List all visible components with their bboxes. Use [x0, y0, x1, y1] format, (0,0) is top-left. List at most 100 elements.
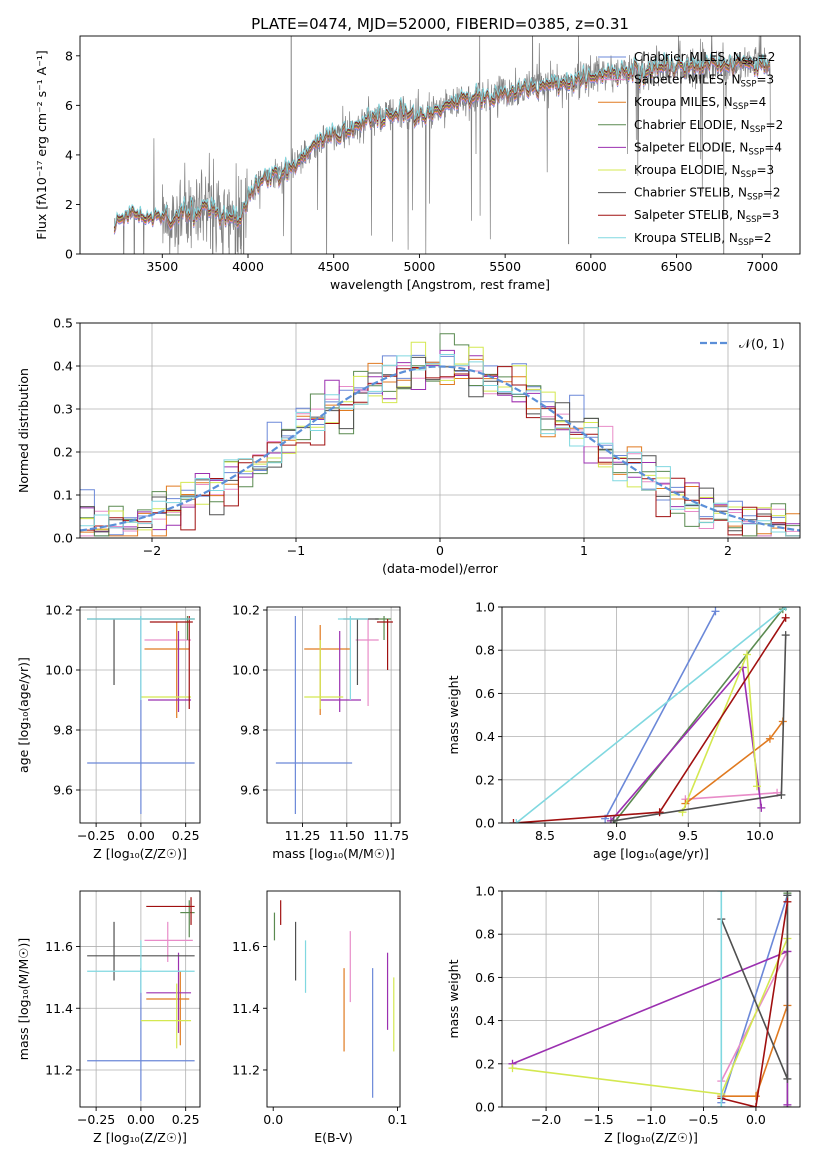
- y-tick-label: 1.0: [475, 600, 495, 615]
- plot-area-spectrum: [113, 36, 771, 254]
- plot-area-residuals: [80, 333, 800, 537]
- y-tick-label: 0.8: [475, 927, 495, 942]
- x-axis-label: Z [log₁₀(Z/Z☉)]: [604, 1130, 698, 1145]
- y-tick-label: 11.2: [45, 1062, 73, 1077]
- weight-marker-chabrier_stelib: [781, 631, 790, 640]
- y-tick-label: 11.4: [232, 1001, 260, 1016]
- axes-residuals: −2 −1 0 1 2 0.0 0.1 0.2 0.3 0.4 0.5 (data-model)/er…: [16, 316, 801, 576]
- frame-mass_vs_ebv: 0.0 0.1 11.2 11.4 11.6 E(B-V): [232, 890, 408, 1145]
- spectrum-model-line-kroupa_stelib: [113, 52, 770, 227]
- y-tick-label: 6: [65, 98, 73, 113]
- chart-title: PLATE=0474, MJD=52000, FIBERID=0385, z=0…: [251, 15, 629, 33]
- weight-line-kroupa_elodie: [512, 938, 789, 1095]
- weight-marker-kroupa_stelib: [717, 891, 726, 895]
- y-tick-label: 1.0: [475, 884, 495, 899]
- y-axis-label: age [log₁₀(age/yr)]: [16, 657, 31, 773]
- x-tick-label: 0.25: [172, 828, 200, 843]
- axes-frame: [266, 606, 401, 824]
- weight-marker-chabrier_stelib: [609, 816, 618, 823]
- weight-marker-salpeter_stelib: [509, 819, 518, 823]
- x-tick-label: −1.0: [636, 1112, 666, 1127]
- spectrum-legend: Chabrier MILES, NSSP=2 Salpeter MILES, NS…: [598, 50, 783, 248]
- histogram-kroupa_stelib: [80, 354, 800, 537]
- frame-mass_vs_Z: −0.25 0.00 0.25 11.2 11.4 11.6 Z [log₁₀(Z/Z☉)]…: [16, 890, 201, 1145]
- weight-marker-kroupa_elodie: [753, 782, 762, 791]
- x-tick-label: 10.0: [746, 828, 774, 843]
- x-axis-label: Z [log₁₀(Z/Z☉)]: [93, 846, 187, 861]
- plot-area-age_vs_Z: [87, 616, 195, 814]
- legend-label: Kroupa MILES, NSSP=4: [634, 95, 766, 112]
- y-tick-label: 0.1: [53, 488, 73, 503]
- axes-frame: [79, 606, 201, 824]
- x-axis-label: wavelength [Angstrom, rest frame]: [330, 277, 550, 292]
- x-tick-label: 1: [580, 543, 588, 558]
- weight-line-chabrier_stelib: [720, 895, 789, 1080]
- y-axis-label: Flux [fλ10⁻¹⁷ erg cm⁻² s⁻¹ A⁻¹]: [34, 50, 49, 239]
- y-tick-label: 8: [65, 48, 73, 63]
- weight-marker-chabrier_miles: [711, 607, 720, 616]
- y-tick-label: 0.2: [475, 772, 495, 787]
- weight-marker-kroupa_stelib: [717, 1103, 726, 1107]
- axes-frame: [266, 890, 401, 1108]
- y-tick-label: 11.6: [232, 939, 260, 954]
- weight-marker-kroupa_elodie: [508, 1064, 517, 1073]
- y-tick-label: 4: [65, 147, 73, 162]
- x-tick-label: 0.00: [127, 1112, 155, 1127]
- y-tick-label: 10.2: [45, 603, 73, 618]
- histogram-salpeter_stelib: [80, 366, 800, 537]
- x-tick-label: 0.00: [127, 828, 155, 843]
- plot-area-weight_vs_age: [509, 607, 790, 823]
- legend-label: Chabrier ELODIE, NSSP=2: [634, 118, 783, 135]
- x-tick-label: −2.0: [531, 1112, 561, 1127]
- x-tick-label: 0.1: [388, 1112, 408, 1127]
- weight-line-kroupa_stelib: [515, 607, 787, 823]
- y-tick-label: 10.0: [232, 663, 260, 678]
- axes-weight_vs_age: 8.5 9.0 9.5 10.0 0.0 0.2 0.4 0.6 0.8 1.0 age [log₁…: [446, 600, 801, 861]
- legend-label: Kroupa ELODIE, NSSP=3: [634, 163, 774, 180]
- plot-area-mass_vs_ebv: [273, 900, 395, 1098]
- x-tick-label: 0: [436, 543, 444, 558]
- x-axis-label: Z [log₁₀(Z/Z☉)]: [93, 1130, 187, 1145]
- y-tick-label: 0.3: [53, 402, 73, 417]
- x-tick-label: 0.0: [746, 1112, 766, 1127]
- y-tick-label: 0.4: [475, 1013, 495, 1028]
- x-tick-label: 0.25: [172, 1112, 200, 1127]
- weight-line-chabrier_miles: [604, 610, 717, 820]
- x-tick-label: 8.5: [535, 828, 555, 843]
- y-tick-label: 11.6: [45, 939, 73, 954]
- x-tick-label: −1.5: [583, 1112, 613, 1127]
- y-tick-label: 0.0: [475, 1100, 495, 1115]
- x-axis-label: age [log₁₀(age/yr)]: [593, 846, 709, 861]
- y-tick-label: 0.8: [475, 643, 495, 658]
- frame-residuals: −2 −1 0 1 2 0.0 0.1 0.2 0.3 0.4 0.5 (data-model)/er…: [16, 316, 801, 576]
- axes-mass_vs_Z: −0.25 0.00 0.25 11.2 11.4 11.6 Z [log₁₀(Z/Z☉)]…: [16, 890, 201, 1145]
- y-tick-label: 10.0: [45, 663, 73, 678]
- weight-marker-salpeter_stelib: [655, 808, 664, 817]
- frame-weight_vs_Z: −2.0 −1.5 −1.0 −0.5 0.0 0.0 0.2 0.4 0.6 0.8 1.0 Z […: [446, 884, 801, 1145]
- y-axis-label: mass weight: [446, 675, 461, 754]
- legend-label: Salpeter ELODIE, NSSP=4: [634, 140, 782, 157]
- weight-marker-chabrier_stelib: [783, 1074, 792, 1083]
- x-tick-label: 0.0: [263, 1112, 283, 1127]
- x-tick-label: 4000: [232, 259, 264, 274]
- x-tick-label: 6000: [575, 259, 607, 274]
- x-tick-label: 7000: [746, 259, 778, 274]
- y-tick-label: 0: [65, 247, 73, 262]
- weight-line-chabrier_elodie: [613, 608, 784, 823]
- x-tick-label: −0.25: [77, 828, 115, 843]
- axes-age_vs_Z: −0.25 0.00 0.25 9.6 9.8 10.0 10.2 Z [log₁₀(Z/Z☉…: [16, 603, 201, 861]
- frame-spectrum: 3500 4000 4500 5000 5500 6000 6500 7000 0 2 4 6 8 wav…: [34, 35, 801, 292]
- axes-mass_vs_ebv: 0.0 0.1 11.2 11.4 11.6 E(B-V): [232, 890, 408, 1145]
- x-tick-label: −1: [287, 543, 305, 558]
- legend-label: Chabrier STELIB, NSSP=2: [634, 186, 781, 203]
- y-tick-label: 9.8: [240, 723, 260, 738]
- y-axis-label: mass [log₁₀(M/M☉)]: [16, 938, 31, 1060]
- legend-label: Chabrier MILES, NSSP=2: [634, 50, 775, 67]
- residuals-legend: 𝒩(0, 1): [700, 336, 785, 351]
- weight-marker-kroupa_miles: [751, 1092, 760, 1101]
- y-tick-label: 11.2: [232, 1062, 260, 1077]
- x-axis-label: (data-model)/error: [382, 561, 499, 576]
- weight-marker-kroupa_stelib: [512, 819, 521, 823]
- x-axis-label: E(B-V): [314, 1130, 353, 1145]
